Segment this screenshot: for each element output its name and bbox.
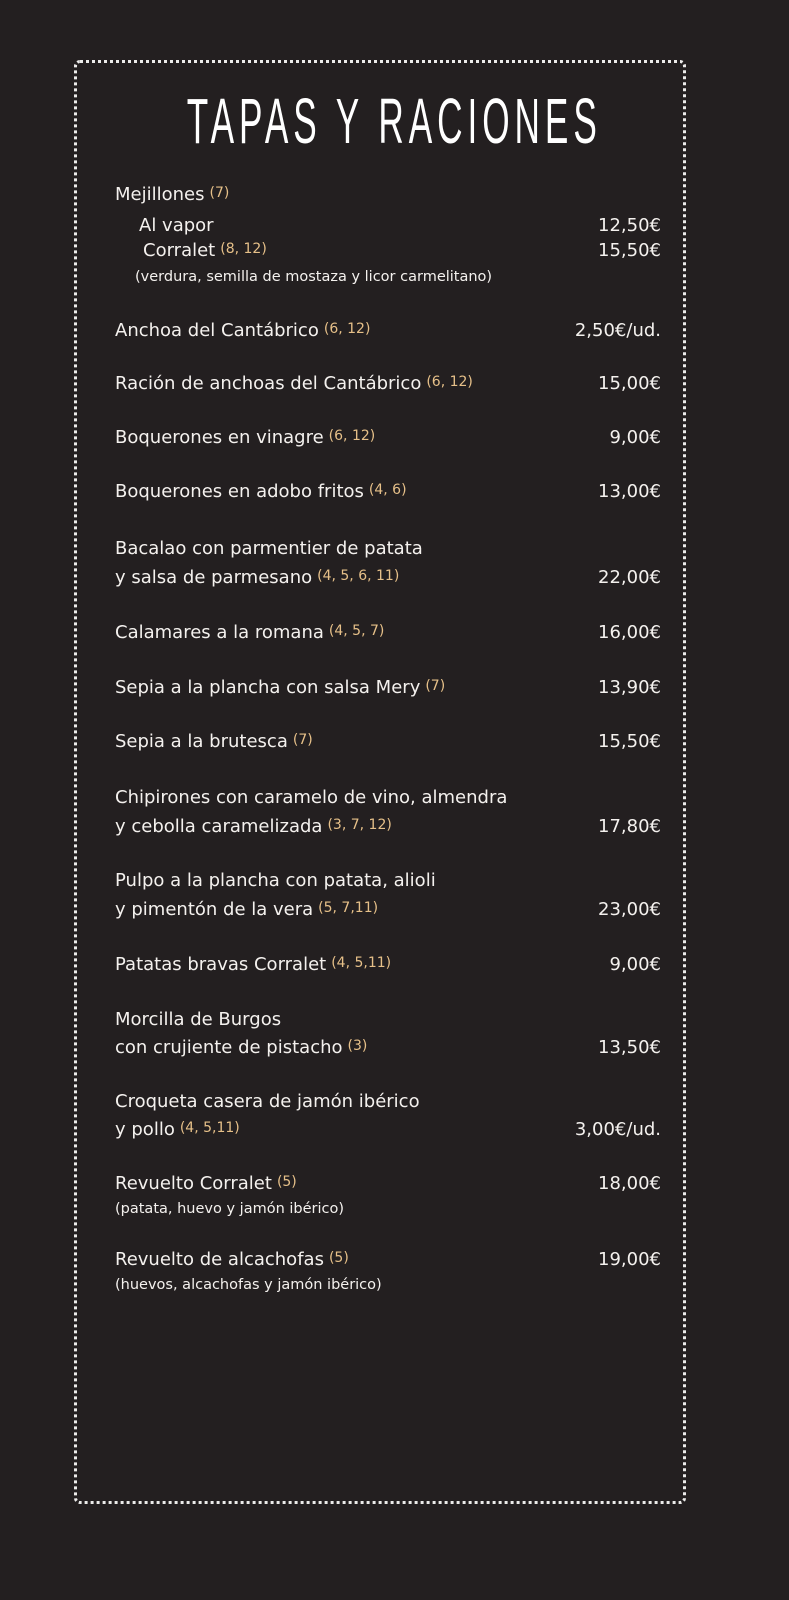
item-name: Ración de anchoas del Cantábrico <box>115 373 422 394</box>
item-price: 13,50€ <box>598 1037 661 1058</box>
item-name: Sepia a la plancha con salsa Mery <box>115 677 421 698</box>
item-name: y pimentón de la vera <box>115 899 314 920</box>
item-name: y cebolla caramelizada <box>115 816 323 837</box>
item-line: Al vapor 12,50€ <box>115 215 661 237</box>
item-price: 3,00€/ud. <box>574 1119 661 1140</box>
item-name: Croqueta casera de jamón ibérico <box>115 1091 420 1112</box>
allergen-codes: (3, 7, 12) <box>327 817 392 833</box>
item-price: 16,00€ <box>598 622 661 643</box>
item-price: 13,90€ <box>598 677 661 698</box>
item-name: con crujiente de pistacho <box>115 1037 343 1058</box>
item-price: 17,80€ <box>598 816 661 837</box>
item-name: Mejillones <box>115 184 205 205</box>
item-line: Bacalao con parmentier de patata <box>115 538 661 560</box>
item-line: y cebolla caramelizada (3, 7, 12) 17,80€ <box>115 816 661 838</box>
allergen-codes: (6, 12) <box>323 321 371 337</box>
item-name: Revuelto de alcachofas <box>115 1249 324 1270</box>
item-price: 9,00€ <box>609 427 661 448</box>
item-line: Revuelto Corralet (5) 18,00€ <box>115 1173 661 1195</box>
item-line: Chipirones con caramelo de vino, almendr… <box>115 787 661 809</box>
item-line: Calamares a la romana (4, 5, 7) 16,00€ <box>115 622 661 644</box>
item-name: Boquerones en adobo fritos <box>115 481 364 502</box>
item-line: y salsa de parmesano (4, 5, 6, 11) 22,00€ <box>115 567 661 589</box>
allergen-codes: (4, 5,11) <box>331 955 392 971</box>
item-name: y salsa de parmesano <box>115 567 313 588</box>
item-name: Boquerones en vinagre <box>115 427 324 448</box>
item-name: Revuelto Corralet <box>115 1173 272 1194</box>
item-name: Pulpo a la plancha con patata, alioli <box>115 870 436 891</box>
item-price: 2,50€/ud. <box>574 320 661 341</box>
item-price: 15,50€ <box>598 731 661 752</box>
item-line: Boquerones en adobo fritos (4, 6) 13,00€ <box>115 481 661 503</box>
item-description: (huevos, alcachofas y jamón ibérico) <box>115 1274 661 1296</box>
item-description: (verdura, semilla de mostaza y licor car… <box>115 266 661 288</box>
item-line: Corralet (8, 12) 15,50€ <box>115 240 661 262</box>
item-name: y pollo <box>115 1119 175 1140</box>
item-line: Sepia a la brutesca (7) 15,50€ <box>115 731 661 753</box>
item-name: Chipirones con caramelo de vino, almendr… <box>115 787 508 808</box>
item-price: 19,00€ <box>598 1249 661 1270</box>
item-line: Morcilla de Burgos <box>115 1009 661 1031</box>
item-name: (patata, huevo y jamón ibérico) <box>115 1201 345 1217</box>
item-line: Anchoa del Cantábrico (6, 12) 2,50€/ud. <box>115 320 661 342</box>
allergen-codes: (4, 5,11) <box>179 1120 240 1136</box>
allergen-codes: (5) <box>276 1174 297 1190</box>
allergen-codes: (5, 7,11) <box>318 900 379 916</box>
item-price: 13,00€ <box>598 481 661 502</box>
item-line: Revuelto de alcachofas (5) 19,00€ <box>115 1249 661 1271</box>
item-price: 9,00€ <box>609 954 661 975</box>
allergen-codes: (4, 5, 7) <box>328 623 385 639</box>
item-line: Mejillones (7) <box>115 184 661 206</box>
page-title: TAPAS Y RACIONES <box>186 85 602 157</box>
item-line: Sepia a la plancha con salsa Mery (7) 13,9… <box>115 677 661 699</box>
item-line: y pimentón de la vera (5, 7,11) 23,00€ <box>115 899 661 921</box>
item-line: Pulpo a la plancha con patata, alioli <box>115 870 661 892</box>
item-line: Croqueta casera de jamón ibérico <box>115 1091 661 1113</box>
item-price: 12,50€ <box>598 215 661 236</box>
item-name: Corralet <box>143 240 216 261</box>
item-line: Ración de anchoas del Cantábrico (6, 12) 1… <box>115 373 661 395</box>
item-name: Calamares a la romana <box>115 622 324 643</box>
item-name: Sepia a la brutesca <box>115 731 288 752</box>
allergen-codes: (7) <box>292 732 313 748</box>
item-name: Patatas bravas Corralet <box>115 954 327 975</box>
allergen-codes: (4, 5, 6, 11) <box>317 568 400 584</box>
item-price: 15,50€ <box>598 240 661 261</box>
item-description: (patata, huevo y jamón ibérico) <box>115 1198 661 1220</box>
allergen-codes: (7) <box>209 185 230 201</box>
allergen-codes: (4, 6) <box>368 482 407 498</box>
item-name: (huevos, alcachofas y jamón ibérico) <box>115 1277 382 1293</box>
item-name: Bacalao con parmentier de patata <box>115 538 423 559</box>
item-name: Morcilla de Burgos <box>115 1009 282 1030</box>
item-price: 15,00€ <box>598 373 661 394</box>
allergen-codes: (8, 12) <box>220 241 267 257</box>
item-price: 22,00€ <box>598 567 661 588</box>
item-name: Anchoa del Cantábrico <box>115 320 319 341</box>
item-name: Al vapor <box>139 215 214 236</box>
allergen-codes: (3) <box>347 1038 368 1054</box>
item-line: con crujiente de pistacho (3) 13,50€ <box>115 1037 661 1059</box>
item-line: Patatas bravas Corralet (4, 5,11) 9,00€ <box>115 954 661 976</box>
item-price: 18,00€ <box>598 1173 661 1194</box>
item-name: (verdura, semilla de mostaza y licor car… <box>135 269 493 285</box>
allergen-codes: (5) <box>328 1250 349 1266</box>
item-line: y pollo (4, 5,11) 3,00€/ud. <box>115 1119 661 1141</box>
allergen-codes: (6, 12) <box>328 428 376 444</box>
allergen-codes: (7) <box>425 678 446 694</box>
item-line: Boquerones en vinagre (6, 12) 9,00€ <box>115 427 661 449</box>
item-price: 23,00€ <box>598 899 661 920</box>
dotted-border-frame <box>74 60 686 1504</box>
allergen-codes: (6, 12) <box>426 374 473 390</box>
